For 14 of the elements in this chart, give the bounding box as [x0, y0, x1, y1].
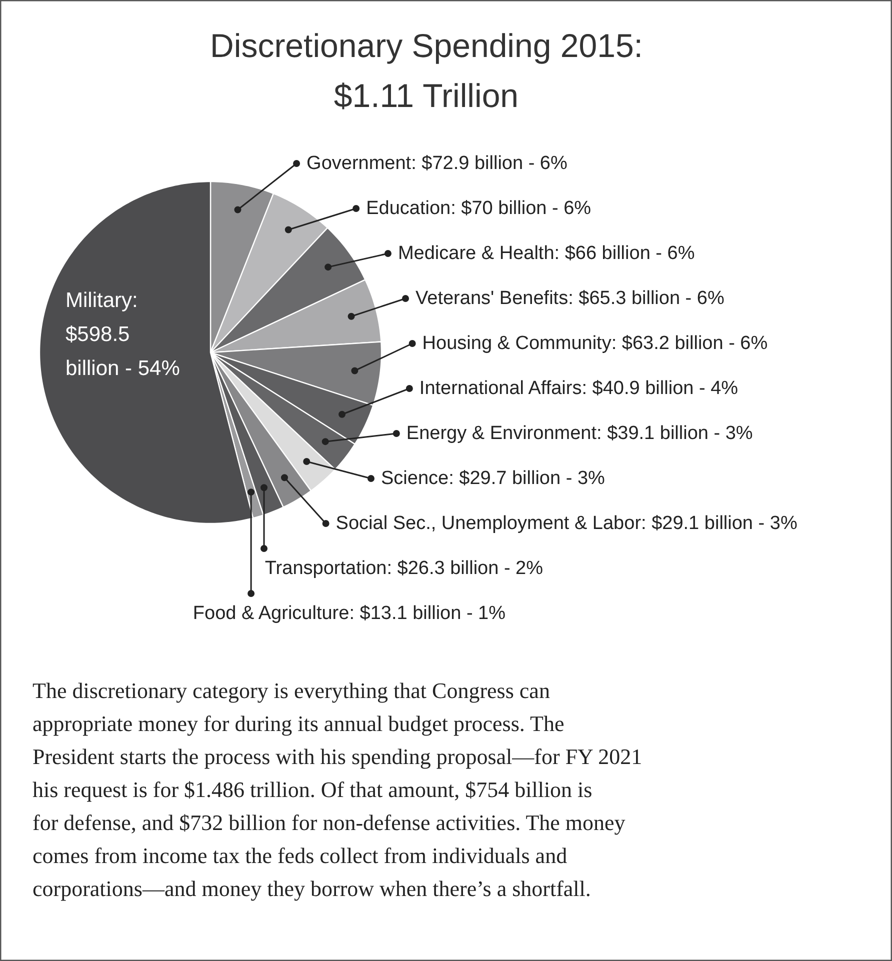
- slice-label: Housing & Community: $63.2 billion - 6%: [422, 333, 768, 354]
- slice-label: Food & Agriculture: $13.1 billion - 1%: [192, 603, 506, 624]
- slice-label: Government: $72.9 billion - 6%: [306, 153, 568, 174]
- slice-label: Medicare & Health: $66 billion - 6%: [398, 243, 695, 264]
- slice-label: Military: $598.5 billion - 54%: [66, 289, 180, 380]
- slice-label: Science: $29.7 billion - 3%: [380, 468, 606, 489]
- slice-label: Veterans' Benefits: $65.3 billion - 6%: [416, 288, 724, 309]
- text: The discretionary category is everything that Congress can appropriate money for during its annual budget process. The President starts the process with his spending proposal—for FY 2021 his request is for $1.486 trillion. Of that amount, $754 billion is for defense, and $732 billion for non-defense activities. The money comes from income tax the feds collect from individuals and corporations—and money they borrow when there’s a shortfall.: [32, 678, 642, 901]
- slice-label: Energy & Environment: $39.1 billion - 3%: [406, 423, 753, 444]
- chart-title: Discretionary Spending 2015: $1.11 Trillion: [210, 27, 643, 114]
- slice-label: International Affairs: $40.9 billion - 4%: [419, 378, 738, 399]
- slice-label: Education: $70 billion - 6%: [366, 198, 592, 219]
- slice-label: Social Sec., Unemployment & Labor: $29.1 billion - 3%: [336, 513, 798, 534]
- slice-label: Transportation: $26.3 billion - 2%: [264, 558, 544, 579]
